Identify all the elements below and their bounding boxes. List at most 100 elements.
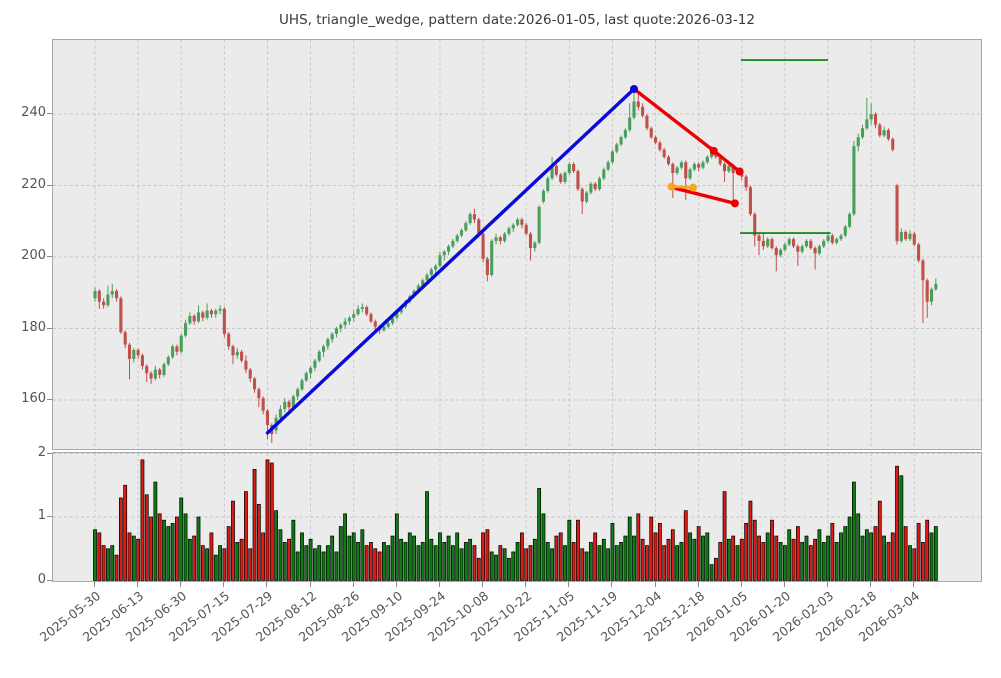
volume-bar bbox=[783, 545, 787, 581]
candle-body bbox=[248, 369, 252, 379]
volume-bar bbox=[869, 532, 874, 581]
volume-bar bbox=[183, 513, 188, 581]
candle-body bbox=[162, 364, 166, 375]
candle-body bbox=[606, 162, 610, 170]
volume-bar bbox=[291, 519, 296, 581]
volume-bar bbox=[382, 542, 386, 581]
volume-bar bbox=[131, 535, 136, 581]
volume-axis-tick-label: 2 bbox=[37, 444, 46, 460]
volume-bar bbox=[550, 548, 554, 581]
candle-body bbox=[895, 185, 899, 241]
candle-body bbox=[623, 130, 627, 138]
volume-bar bbox=[679, 542, 684, 581]
volume-bar bbox=[308, 538, 313, 581]
volume-bar bbox=[123, 484, 128, 581]
volume-bar bbox=[118, 497, 123, 581]
volume-bar bbox=[377, 551, 382, 581]
volume-chart bbox=[52, 452, 983, 583]
date-axis-tick bbox=[568, 582, 570, 587]
candle-body bbox=[800, 246, 804, 252]
candle-body bbox=[822, 240, 826, 247]
volume-bar bbox=[804, 535, 809, 581]
volume-bar bbox=[610, 522, 615, 581]
volume-bar bbox=[472, 545, 477, 581]
volume-bar bbox=[459, 548, 464, 581]
volume-bar bbox=[282, 542, 287, 581]
volume-bar bbox=[908, 545, 912, 581]
volume-bar bbox=[925, 519, 930, 581]
volume-bar bbox=[748, 500, 753, 581]
volume-bar bbox=[554, 535, 559, 581]
volume-bar bbox=[256, 503, 261, 581]
volume-bar bbox=[511, 551, 516, 581]
volume-bar bbox=[765, 532, 770, 581]
date-axis-tick bbox=[266, 582, 268, 587]
volume-bar bbox=[649, 516, 654, 581]
candles-layer bbox=[93, 88, 938, 443]
candle-body bbox=[528, 233, 533, 249]
volume-bar bbox=[265, 459, 270, 581]
candle-body bbox=[934, 283, 938, 290]
candle-body bbox=[567, 164, 571, 173]
date-axis-tick bbox=[525, 582, 527, 587]
candle-body bbox=[744, 176, 748, 188]
volume-bar bbox=[97, 532, 102, 581]
volume-bar bbox=[166, 526, 171, 581]
volume-bar bbox=[670, 529, 675, 581]
volume-bar bbox=[364, 545, 369, 581]
volume-bar bbox=[774, 535, 779, 581]
volume-bar bbox=[705, 532, 710, 581]
volume-bar bbox=[278, 529, 283, 581]
volume-bar bbox=[196, 516, 201, 581]
candle-body bbox=[257, 389, 261, 399]
volume-bar bbox=[149, 516, 153, 581]
volume-bar bbox=[601, 538, 606, 581]
volume-bar bbox=[468, 538, 473, 581]
candle-body bbox=[580, 189, 584, 202]
date-axis-tick bbox=[438, 582, 440, 587]
volume-bar bbox=[489, 551, 494, 581]
volume-bar bbox=[929, 532, 934, 581]
price-chart-svg bbox=[53, 40, 983, 451]
candle-body bbox=[615, 144, 619, 152]
candle-body bbox=[244, 360, 248, 370]
candle-body bbox=[761, 240, 765, 247]
candle-body bbox=[835, 239, 839, 243]
candle-body bbox=[93, 290, 97, 299]
volume-bar bbox=[244, 491, 248, 581]
volume-bar bbox=[213, 554, 218, 581]
candle-body bbox=[585, 192, 589, 202]
volume-bar bbox=[369, 542, 373, 581]
volume-bar bbox=[614, 545, 619, 581]
candle-body bbox=[809, 240, 813, 249]
candle-body bbox=[783, 244, 787, 250]
candle-body bbox=[390, 317, 395, 324]
volume-axis-tick-label: 0 bbox=[37, 571, 46, 587]
volume-bar bbox=[571, 542, 576, 581]
candle-body bbox=[136, 349, 140, 356]
volume-bar bbox=[239, 538, 244, 581]
volume-bar bbox=[317, 545, 322, 581]
volume-bar bbox=[157, 513, 162, 581]
candle-body bbox=[347, 317, 351, 322]
date-axis-tick bbox=[94, 582, 95, 587]
candle-body bbox=[188, 315, 192, 324]
candle-body bbox=[860, 128, 865, 138]
volume-bar bbox=[714, 557, 718, 581]
price-axis-tick-label: 240 bbox=[21, 105, 46, 120]
volume-bar bbox=[787, 529, 792, 581]
candle-body bbox=[498, 237, 502, 241]
volume-bar bbox=[170, 522, 175, 581]
volume-bar bbox=[683, 510, 688, 581]
volume-bar bbox=[912, 548, 917, 581]
candle-body bbox=[602, 169, 606, 179]
candle-body bbox=[300, 380, 304, 390]
volume-bar bbox=[886, 542, 891, 581]
volume-bar bbox=[442, 542, 447, 581]
candle-body bbox=[791, 239, 796, 247]
volume-bar bbox=[347, 535, 352, 581]
candle-body bbox=[779, 249, 783, 256]
candle-body bbox=[317, 351, 321, 361]
volume-bar bbox=[494, 554, 498, 581]
candle-body bbox=[511, 224, 515, 229]
